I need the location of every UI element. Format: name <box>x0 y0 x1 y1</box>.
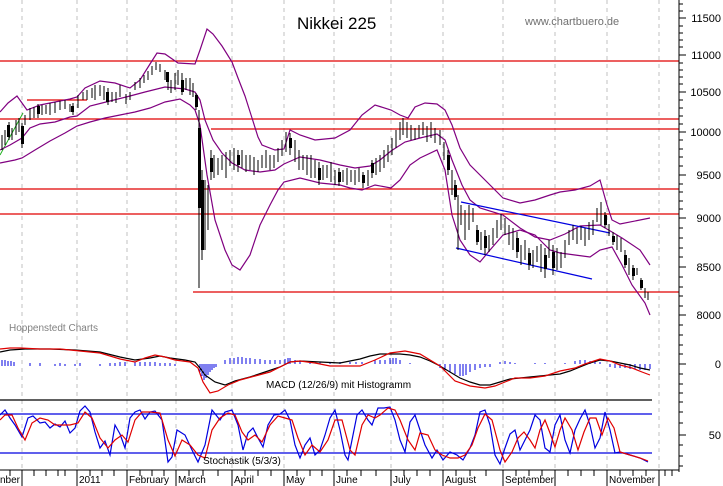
stoch-title: Stochastik (5/3/3) <box>203 456 281 467</box>
stoch-axis-label: 50 <box>709 430 721 442</box>
month-label-april: April <box>234 475 254 486</box>
macd-panel <box>0 347 651 394</box>
month-label-2011: 2011 <box>79 475 101 486</box>
watermark-link: www.chartbuero.de <box>524 16 619 28</box>
stochastic-panel <box>0 405 652 466</box>
price-axis-labels: 11500 11000 10500 10000 9500 9000 8500 8… <box>690 13 721 442</box>
trend-channel <box>455 201 611 280</box>
candle-bodies <box>7 72 643 288</box>
bollinger-bands <box>0 27 651 316</box>
month-label-june: June <box>336 475 358 486</box>
price-label-9000: 9000 <box>697 213 721 225</box>
chart-title: Nikkei 225 <box>297 14 376 33</box>
month-label-november: November <box>609 475 656 486</box>
price-label-11000: 11000 <box>691 50 721 62</box>
price-label-11500: 11500 <box>691 13 721 25</box>
month-label-may: May <box>286 475 305 486</box>
candlesticks <box>1 62 649 300</box>
month-label-august: August <box>445 475 476 486</box>
month-label-march: March <box>178 475 206 486</box>
right-axis <box>678 0 686 472</box>
month-label-september: September <box>505 475 555 486</box>
macd-signal <box>0 347 651 394</box>
resistance-lines <box>0 60 679 293</box>
price-label-10500: 10500 <box>690 87 721 99</box>
source-label: Hoppenstedt Charts <box>9 323 98 334</box>
month-label-february: February <box>129 475 169 486</box>
month-label-december: nber <box>0 475 21 486</box>
macd-title: MACD (12/26/9) mit Histogramm <box>266 380 411 391</box>
stoch-d <box>0 407 649 464</box>
price-label-8000: 8000 <box>697 310 721 322</box>
stoch-k <box>0 405 649 466</box>
bottom-axis <box>0 469 679 486</box>
macd-histogram <box>1 357 651 380</box>
price-label-10000: 10000 <box>690 127 721 139</box>
month-label-july: July <box>393 475 411 486</box>
price-label-9500: 9500 <box>697 170 721 182</box>
month-labels: nber 2011 February March April May June … <box>0 475 656 486</box>
macd-axis-label: 0 <box>715 359 721 371</box>
price-label-8500: 8500 <box>697 262 721 274</box>
